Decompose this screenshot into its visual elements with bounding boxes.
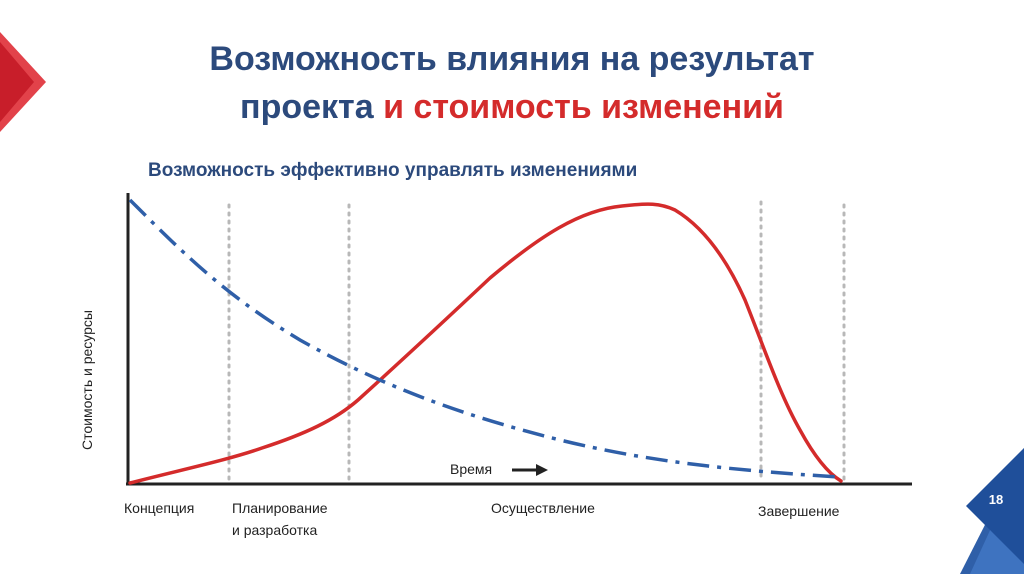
phase-label-concept: Концепция [124,500,195,516]
title-line-2-red: и стоимость изменений [383,88,784,126]
y-axis-label: Стоимость и ресурсы [79,310,95,450]
diagram-subtitle: Возможность эффективно управлять изменен… [148,160,638,181]
title-line-2: проекта и стоимость изменений [0,83,1024,131]
phase-label-planning-line-2: и разработка [232,522,318,538]
slide-title: Возможность влияния на результат проекта… [0,35,1024,131]
phase-dividers [227,200,846,484]
phase-label-execution: Осуществление [491,500,595,516]
time-arrow-icon [512,464,548,476]
ability-to-influence-curve [128,198,839,479]
page-number: 18 [988,492,1004,507]
left-red-triangle-decoration [0,32,46,132]
time-label: Время [450,461,493,477]
phase-label-completion: Завершение [758,503,840,519]
phase-label-planning: Планирование и разработка [232,497,328,541]
cost-and-resources-curve [128,202,843,485]
title-line-1: Возможность влияния на результат [209,40,815,78]
title-line-2-blue: проекта [240,88,374,126]
phase-label-planning-line-1: Планирование [232,500,328,516]
right-corner-decoration [960,448,1024,574]
